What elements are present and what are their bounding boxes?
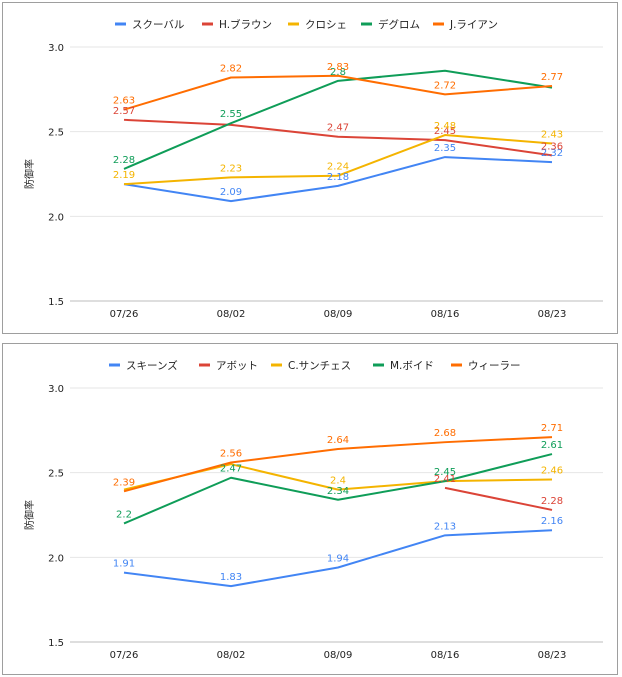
data-label: 2.2: [116, 509, 132, 520]
series-line[interactable]: [123, 69, 553, 170]
x-tick-label: 08/02: [217, 650, 246, 661]
x-tick-label: 08/09: [324, 309, 353, 320]
data-label: 2.47: [327, 123, 349, 134]
x-tick-label: 07/26: [110, 650, 139, 661]
legend: スクーバル H.ブラウン クロシェ デグロム J.ライアン: [115, 18, 498, 31]
data-label: 2.45: [434, 126, 456, 137]
x-tick-label: 08/16: [431, 309, 460, 320]
data-label: 2.56: [220, 449, 242, 460]
legend-item[interactable]: H.ブラウン: [202, 18, 272, 31]
legend-label: スキーンズ: [126, 359, 178, 372]
y-tick-label: 3.0: [48, 384, 64, 395]
legend-item[interactable]: C.サンチェス: [271, 360, 351, 372]
x-tick-label: 08/16: [431, 650, 460, 661]
data-label: 2.72: [434, 80, 456, 91]
legend-item[interactable]: スクーバル: [115, 19, 184, 31]
data-label: 2.23: [220, 163, 242, 174]
data-label: 2.18: [327, 172, 349, 183]
data-label: 2.8: [330, 67, 346, 78]
data-label: 2.57: [113, 106, 135, 117]
legend-label: M.ボイド: [390, 360, 434, 372]
data-label: 2.55: [220, 109, 242, 120]
legend-item[interactable]: デグロム: [361, 18, 420, 31]
legend-item[interactable]: ウィーラー: [451, 360, 521, 372]
legend-label: H.ブラウン: [219, 18, 272, 31]
x-tick-label: 07/26: [110, 309, 139, 320]
data-label: 2.47: [220, 464, 242, 475]
x-tick-label: 08/23: [538, 309, 567, 320]
data-label: 2.61: [541, 440, 563, 451]
data-label: 2.19: [113, 170, 135, 181]
y-tick-label: 2.0: [48, 212, 64, 223]
data-label: 2.35: [434, 143, 456, 154]
data-label: 2.43: [541, 130, 563, 141]
legend-item[interactable]: J.ライアン: [433, 19, 498, 31]
data-label: 2.71: [541, 423, 563, 434]
legend-label: ウィーラー: [468, 360, 521, 372]
data-label: 2.24: [327, 162, 349, 173]
data-label: 2.09: [220, 187, 242, 198]
y-tick-label: 1.5: [48, 638, 64, 649]
data-label: 2.68: [434, 428, 456, 439]
series-line[interactable]: [123, 118, 553, 157]
line-chart-top: スクーバル H.ブラウン クロシェ デグロム J.ライアン 1.5 2.0 2.5 3.0 07/…: [23, 18, 603, 320]
series-line[interactable]: [123, 74, 553, 111]
data-label: 1.94: [327, 553, 349, 564]
legend-item[interactable]: アボット: [199, 360, 258, 372]
data-label: 2.41: [434, 474, 456, 485]
chart-panel-bottom: スキーンズ アボット C.サンチェス M.ボイド ウィーラー 1.5 2.0 2.5 3.0 07…: [2, 343, 618, 675]
data-label: 2.39: [113, 477, 135, 488]
legend-item[interactable]: スキーンズ: [109, 359, 178, 372]
data-label: 2.4: [330, 476, 346, 487]
legend-label: アボット: [216, 360, 258, 372]
series-line[interactable]: [123, 453, 553, 525]
data-label: 2.63: [113, 96, 135, 107]
y-gridlines: [70, 387, 603, 643]
data-label: 2.34: [327, 486, 349, 497]
line-chart-bottom: スキーンズ アボット C.サンチェス M.ボイド ウィーラー 1.5 2.0 2.5 3.0 07…: [23, 359, 603, 661]
legend-label: スクーバル: [132, 19, 184, 31]
x-tick-label: 08/09: [324, 650, 353, 661]
legend-label: J.ライアン: [449, 19, 498, 31]
data-label: 2.28: [113, 155, 135, 166]
series-line[interactable]: [123, 436, 553, 493]
y-tick-label: 2.5: [48, 469, 64, 480]
legend-item[interactable]: クロシェ: [288, 19, 347, 31]
data-label: 2.46: [541, 465, 563, 476]
data-label: 2.82: [220, 63, 242, 74]
data-label: 2.64: [327, 435, 349, 446]
legend-label: デグロム: [378, 18, 420, 31]
x-tick-label: 08/23: [538, 650, 567, 661]
data-label: 2.13: [434, 521, 456, 532]
legend-item[interactable]: M.ボイド: [373, 360, 434, 372]
data-label: 2.16: [541, 516, 563, 527]
data-label: 2.48: [434, 121, 456, 132]
series-line[interactable]: [123, 156, 553, 203]
y-tick-label: 2.5: [48, 128, 64, 139]
y-tick-label: 1.5: [48, 297, 64, 308]
x-tick-label: 08/02: [217, 309, 246, 320]
legend: スキーンズ アボット C.サンチェス M.ボイド ウィーラー: [109, 359, 521, 372]
data-label: 2.45: [434, 467, 456, 478]
chart-panel-top: スクーバル H.ブラウン クロシェ デグロム J.ライアン 1.5 2.0 2.5 3.0 07/…: [2, 2, 618, 334]
legend-label: C.サンチェス: [288, 360, 351, 372]
data-label: 2.83: [327, 62, 349, 73]
data-label: 1.83: [220, 572, 242, 583]
series-line[interactable]: [123, 134, 553, 186]
y-axis-label: 防御率: [23, 159, 36, 189]
data-label: 1.91: [113, 559, 135, 570]
y-tick-label: 3.0: [48, 43, 64, 54]
y-tick-label: 2.0: [48, 553, 64, 564]
y-gridlines: [70, 46, 603, 302]
legend-label: クロシェ: [305, 19, 347, 31]
data-label: 2.36: [541, 141, 563, 152]
y-axis-label: 防御率: [23, 500, 36, 530]
data-label: 2.28: [541, 496, 563, 507]
data-label: 2.32: [541, 148, 563, 159]
series-line[interactable]: [123, 529, 553, 588]
data-label: 2.77: [541, 72, 563, 83]
series-line[interactable]: [444, 486, 553, 511]
